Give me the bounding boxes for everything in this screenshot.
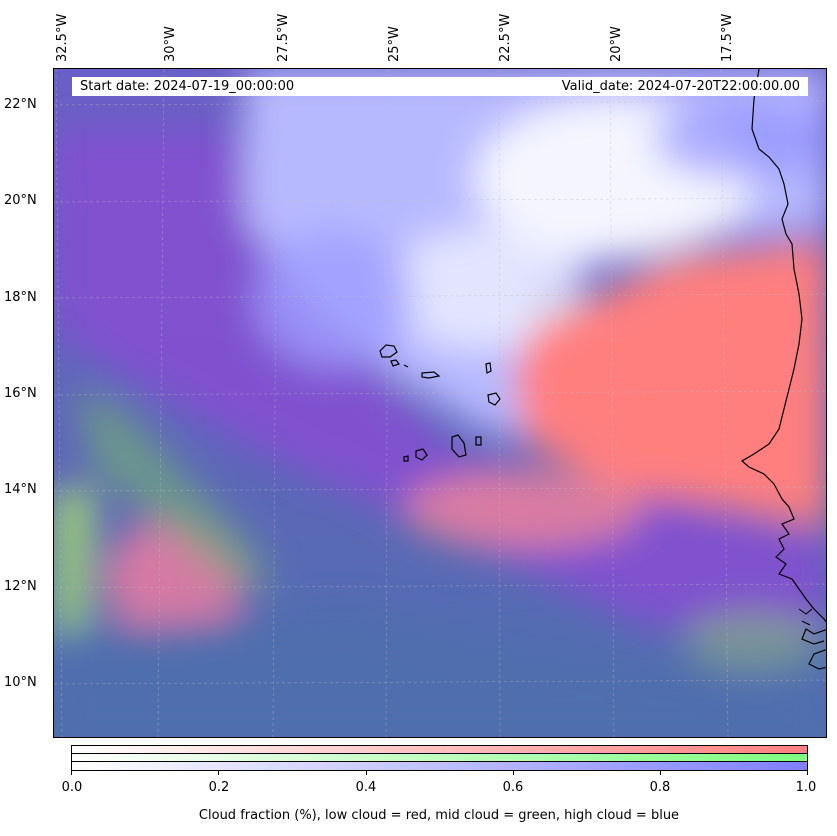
cloud-clear-south — [54, 609, 826, 737]
island-boa-vista — [487, 392, 501, 406]
gridlines — [54, 69, 826, 737]
colorbar-tick-0-6: 0.6 — [502, 780, 524, 795]
colorbar-caption: Cloud fraction (%), low cloud = red, mid… — [198, 808, 680, 823]
colorbar-tickmark — [218, 771, 219, 775]
lon-label-22-5w: 22.5°W — [498, 13, 513, 62]
lon-label-25w: 25°W — [387, 26, 402, 62]
map-canvas — [54, 69, 826, 737]
cloud-mid-streak-west — [54, 489, 94, 649]
lat-label-20n: 20°N — [4, 193, 37, 208]
cloud-low-extension — [404, 469, 644, 549]
coastline-africa-south — [801, 628, 826, 670]
valid-date-label: Valid_date: 2024-07-20T22:00:00.00 — [561, 79, 800, 94]
island-brava — [403, 455, 409, 462]
island-sal — [485, 362, 492, 374]
colorbar-tick-0: 0.0 — [61, 780, 83, 795]
lon-label-17-5w: 17.5°W — [720, 13, 735, 62]
colorbar-tickmark — [513, 771, 514, 775]
start-date-label: Start date: 2024-07-19_00:00:00 — [80, 79, 295, 94]
lon-label-32-5w: 32.5°W — [55, 13, 70, 62]
coastline-islets — [798, 608, 813, 626]
cloud-blue-patch — [254, 229, 414, 369]
island-sao-vicente — [390, 359, 400, 367]
island-sao-nicolau — [421, 371, 441, 379]
lon-label-20w: 20°W — [609, 26, 624, 62]
colorbar-tick-1: 1.0 — [795, 780, 817, 795]
island-santa-luzia — [403, 364, 409, 368]
lon-label-27-5w: 27.5°W — [276, 13, 291, 62]
lat-label-10n: 10°N — [4, 675, 37, 690]
lon-label-30w: 30°W — [163, 26, 178, 62]
colorbar-tick-0-2: 0.2 — [208, 780, 230, 795]
cloud-mid-streak-diagonal — [74, 389, 274, 589]
cape-verde-islands — [379, 344, 501, 462]
island-santiago — [451, 434, 467, 458]
coastline-africa — [740, 69, 826, 623]
cloud-fraction-map: Start date: 2024-07-19_00:00:00 Valid_da… — [53, 68, 827, 738]
colorbar — [71, 745, 808, 771]
lat-label-16n: 16°N — [4, 386, 37, 401]
island-fogo — [415, 448, 428, 461]
colorbar-tickmark — [71, 771, 72, 775]
lat-label-12n: 12°N — [4, 579, 37, 594]
lat-label-18n: 18°N — [4, 290, 37, 305]
island-maio — [475, 436, 482, 446]
colorbar-high-cloud — [72, 762, 807, 770]
colorbar-mid-cloud — [72, 754, 807, 762]
cloud-blue-ne — [654, 99, 826, 179]
lat-label-22n: 22°N — [4, 97, 37, 112]
colorbar-low-cloud — [72, 746, 807, 754]
colorbar-tickmark — [366, 771, 367, 775]
lat-label-14n: 14°N — [4, 482, 37, 497]
island-santo-antao — [379, 344, 398, 358]
cloud-white-patch-2 — [384, 229, 584, 349]
cloud-low-region — [514, 239, 826, 529]
colorbar-tick-0-4: 0.4 — [355, 780, 377, 795]
colorbar-tickmark — [807, 771, 808, 775]
colorbar-tickmark — [660, 771, 661, 775]
cloud-mid-patch-se — [684, 609, 824, 669]
colorbar-tick-0-8: 0.8 — [649, 780, 671, 795]
date-info-box: Start date: 2024-07-19_00:00:00 Valid_da… — [72, 77, 808, 96]
